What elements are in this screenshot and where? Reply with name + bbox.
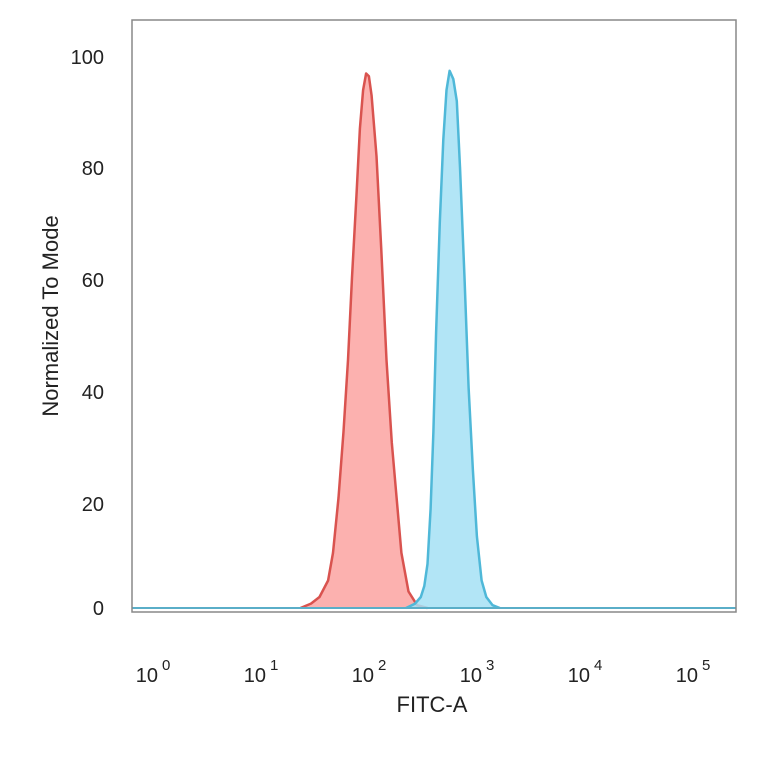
histogram-area-2	[406, 70, 500, 609]
y-tick-label: 80	[82, 158, 104, 180]
histogram-area-1	[300, 73, 428, 608]
histogram-outline-2	[405, 69, 501, 610]
x-tick-label: 10 5	[676, 657, 711, 687]
x-tick-exponent: 3	[486, 657, 494, 674]
x-tick-layer: 10 0 10 1 10 2 10 3 10 4 10 5	[136, 657, 711, 687]
x-tick-exponent: 1	[270, 657, 278, 674]
x-tick-exponent: 2	[378, 657, 386, 674]
x-tick-base: 10	[136, 665, 158, 687]
x-tick-label: 10 4	[568, 657, 603, 687]
x-tick-base: 10	[460, 665, 482, 687]
y-tick-label: 100	[71, 47, 104, 69]
histogram-outline-1	[300, 72, 428, 610]
y-tick-label: 20	[82, 494, 104, 516]
x-tick-label: 10 3	[460, 657, 495, 687]
y-axis-label: Normalized To Mode	[38, 215, 63, 416]
y-tick-layer: 0 20 40 60 80 100	[71, 47, 104, 620]
x-tick-exponent: 5	[702, 657, 710, 674]
y-tick-label: 60	[82, 270, 104, 292]
plot-frame	[131, 19, 737, 613]
y-tick-label: 40	[82, 382, 104, 404]
x-tick-base: 10	[676, 665, 698, 687]
x-tick-base: 10	[244, 665, 266, 687]
x-tick-label: 10 0	[136, 657, 171, 687]
x-tick-label: 10 1	[244, 657, 279, 687]
series-layer	[300, 69, 501, 610]
x-tick-label: 10 2	[352, 657, 387, 687]
x-tick-base: 10	[568, 665, 590, 687]
x-tick-base: 10	[352, 665, 374, 687]
x-tick-exponent: 4	[594, 657, 602, 674]
y-tick-label: 0	[93, 598, 104, 620]
x-axis-label: FITC-A	[397, 692, 468, 717]
x-tick-exponent: 0	[162, 657, 170, 674]
